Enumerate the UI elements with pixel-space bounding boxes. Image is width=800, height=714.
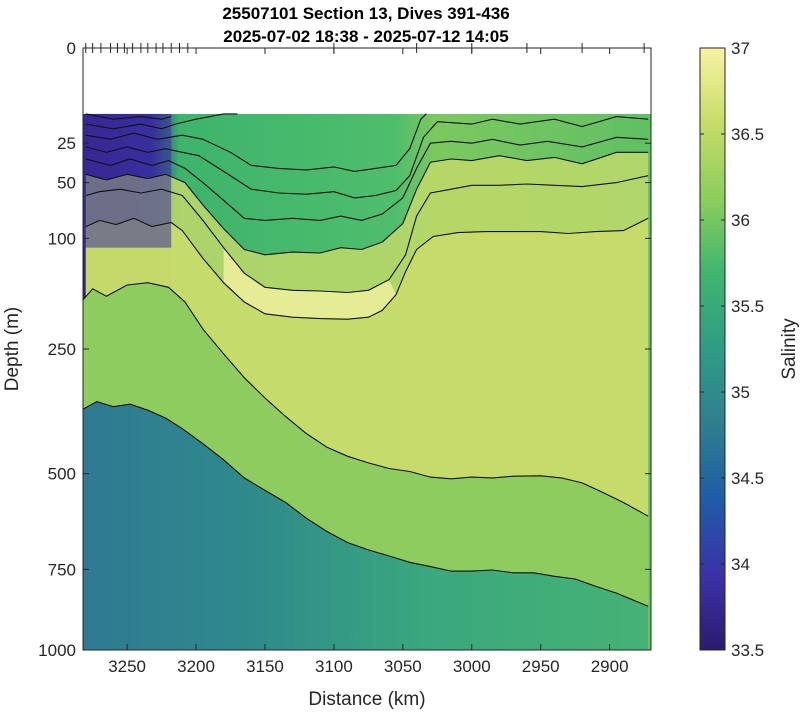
colorbar-tick-label: 34	[731, 555, 750, 574]
colorbar-tick-label: 36.5	[731, 125, 764, 144]
colorbar-tick-label: 35.5	[731, 297, 764, 316]
dive-tick-marks	[85, 43, 645, 53]
contour-line	[83, 282, 649, 517]
x-axis: 3250 3200 3150 3100 3050 3000 2950 2900	[108, 48, 629, 676]
y-tick-label: 100	[48, 229, 76, 248]
colorbar-gradient	[699, 47, 726, 651]
y-tick-label: 0	[67, 39, 76, 58]
colorbar-label: Salinity	[779, 318, 800, 380]
x-tick-label: 3100	[315, 657, 353, 676]
contour-line	[85, 113, 427, 172]
y-tick-label: 25	[57, 134, 76, 153]
no-data-region	[83, 48, 651, 114]
x-tick-label: 3250	[108, 657, 146, 676]
contour-line	[85, 116, 649, 199]
x-tick-label: 2950	[522, 657, 560, 676]
y-tick-label: 1000	[38, 641, 76, 660]
field-layer	[83, 401, 649, 650]
contour-line	[83, 401, 649, 607]
x-tick-label: 2900	[591, 657, 629, 676]
y-tick-label: 500	[48, 465, 76, 484]
x-tick-label: 3000	[453, 657, 491, 676]
colorbar-tick-label: 34.5	[731, 469, 764, 488]
y-axis-label: Depth (m)	[2, 307, 23, 391]
contour-line	[85, 217, 649, 320]
y-axis: 0 25 50 100 250 500 750 1000	[38, 39, 651, 660]
chart-subtitle: 2025-07-02 18:38 - 2025-07-12 14:05	[223, 27, 508, 46]
contour-line	[85, 136, 649, 221]
colorbar-tick-label: 37	[731, 39, 750, 58]
y-tick-label: 250	[48, 340, 76, 359]
high-salinity-core	[223, 247, 396, 320]
contour-line	[85, 175, 649, 294]
salinity-field	[83, 113, 651, 650]
plot-area	[83, 48, 651, 650]
colorbar-tick-label: 36	[731, 211, 750, 230]
contour-line	[85, 151, 649, 256]
contour-line	[85, 113, 172, 120]
x-axis-label: Distance (km)	[308, 689, 425, 710]
y-tick-label: 750	[48, 560, 76, 579]
colorbar-ticks: 33.5 34 34.5 35 35.5 36 36.5 37	[700, 39, 764, 660]
isohaline-contours	[83, 113, 649, 607]
x-tick-label: 3050	[384, 657, 422, 676]
contour-line	[85, 113, 238, 130]
low-salinity-region	[83, 113, 172, 248]
x-tick-label: 3150	[246, 657, 284, 676]
colorbar: 33.5 34 34.5 35 35.5 36 36.5 37	[699, 39, 764, 660]
x-tick-label: 3200	[177, 657, 215, 676]
y-tick-label: 50	[57, 174, 76, 193]
chart-title: 25507101 Section 13, Dives 391-436	[222, 4, 509, 23]
colorbar-tick-label: 33.5	[731, 641, 764, 660]
colorbar-tick-label: 35	[731, 383, 750, 402]
